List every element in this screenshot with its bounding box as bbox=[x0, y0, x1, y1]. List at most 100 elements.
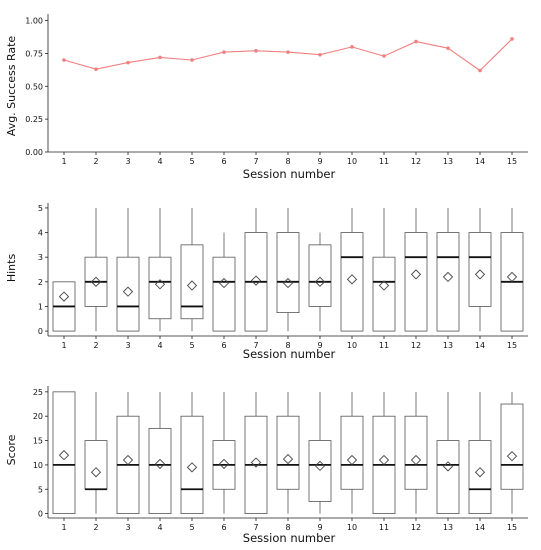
x-tick-label: 2 bbox=[93, 523, 98, 532]
mean-marker bbox=[378, 280, 390, 291]
x-tick-label: 8 bbox=[285, 157, 290, 166]
mean-marker bbox=[186, 280, 198, 291]
series-point bbox=[158, 55, 162, 60]
mean-marker bbox=[154, 279, 166, 290]
panel-success-rate: Session number Avg. Success Rate bbox=[5, 36, 335, 181]
panel-score: Session number Score bbox=[5, 434, 335, 545]
y-tick-label: 4 bbox=[38, 229, 43, 238]
mean-marker bbox=[346, 454, 358, 466]
mean-marker bbox=[186, 462, 198, 473]
mean-marker bbox=[58, 450, 70, 461]
box-7 bbox=[244, 391, 268, 515]
mean-marker bbox=[410, 454, 422, 466]
mean-marker bbox=[218, 458, 230, 470]
box-rect bbox=[276, 232, 300, 314]
mean-marker bbox=[90, 467, 102, 478]
x-tick-label: 14 bbox=[475, 341, 485, 350]
x-tick-label: 8 bbox=[285, 523, 290, 532]
series-point bbox=[350, 45, 354, 49]
x-tick-label: 12 bbox=[411, 341, 421, 350]
x-tick-label: 2 bbox=[93, 157, 98, 166]
x-tick-label: 5 bbox=[189, 523, 194, 532]
box-rect bbox=[404, 232, 428, 332]
box-rect bbox=[148, 427, 172, 515]
box-rect bbox=[436, 232, 460, 332]
x-tick-label: 15 bbox=[507, 523, 517, 532]
box-rect bbox=[468, 440, 492, 515]
y-tick-label: 0.75 bbox=[25, 49, 43, 58]
x-tick-label: 3 bbox=[125, 341, 130, 350]
panel-1-ylabel: Avg. Success Rate bbox=[5, 36, 18, 137]
y-tick-label: 5 bbox=[38, 204, 43, 213]
box-14 bbox=[468, 391, 492, 515]
y-tick-label: 0.00 bbox=[25, 148, 43, 157]
mean-marker bbox=[90, 276, 102, 287]
series-line bbox=[63, 38, 513, 72]
y-tick-label: 1.00 bbox=[25, 17, 43, 26]
series-point bbox=[446, 46, 450, 50]
x-tick-label: 4 bbox=[157, 523, 162, 532]
x-tick-label: 9 bbox=[317, 523, 322, 532]
y-tick-label: 0 bbox=[38, 327, 43, 336]
x-tick-label: 8 bbox=[285, 341, 290, 350]
x-tick-label: 11 bbox=[379, 157, 389, 166]
y-tick-label: 5 bbox=[38, 485, 43, 494]
box-6 bbox=[212, 232, 236, 332]
box-3 bbox=[116, 207, 140, 332]
box-3 bbox=[116, 391, 140, 515]
x-tick-label: 14 bbox=[475, 523, 485, 532]
y-tick-label: 25 bbox=[33, 388, 43, 397]
box-rect bbox=[372, 256, 396, 332]
box-rect bbox=[308, 440, 332, 502]
x-tick-label: 2 bbox=[93, 341, 98, 350]
box-15 bbox=[500, 391, 524, 514]
box-rect bbox=[148, 256, 172, 320]
box-13 bbox=[436, 391, 460, 515]
series-point bbox=[126, 60, 130, 65]
box-8 bbox=[276, 391, 300, 514]
x-tick-label: 12 bbox=[411, 523, 421, 532]
series-point bbox=[62, 58, 66, 62]
mean-marker bbox=[122, 454, 134, 466]
mean-marker bbox=[506, 271, 518, 283]
box-rect bbox=[116, 256, 140, 332]
box-11 bbox=[372, 391, 396, 515]
series-point bbox=[222, 50, 226, 54]
box-7 bbox=[244, 207, 268, 332]
x-tick-label: 11 bbox=[379, 523, 389, 532]
box-15 bbox=[500, 207, 524, 332]
y-tick-label: 1 bbox=[38, 302, 43, 311]
panel-2-ylabel: Hints bbox=[5, 254, 18, 283]
box-rect bbox=[180, 244, 204, 320]
panel-1-xlabel: Session number bbox=[243, 167, 336, 181]
x-tick-label: 10 bbox=[347, 157, 357, 166]
series-point bbox=[190, 58, 194, 62]
box-1 bbox=[52, 391, 76, 515]
series-point bbox=[94, 67, 98, 71]
mean-marker bbox=[122, 286, 134, 297]
box-rect bbox=[276, 415, 300, 490]
y-tick-label: 0 bbox=[38, 510, 43, 519]
x-tick-label: 13 bbox=[443, 523, 453, 532]
x-tick-label: 15 bbox=[507, 157, 517, 166]
y-tick-label: 3 bbox=[38, 253, 43, 262]
y-tick-label: 15 bbox=[33, 437, 43, 446]
box-9 bbox=[308, 232, 332, 332]
x-tick-label: 5 bbox=[189, 341, 194, 350]
box-5 bbox=[180, 391, 204, 515]
box-4 bbox=[148, 207, 172, 332]
x-tick-label: 9 bbox=[317, 157, 322, 166]
box-rect bbox=[340, 232, 364, 332]
mean-marker bbox=[378, 454, 390, 466]
series-point bbox=[382, 54, 386, 58]
y-tick-label: 0.50 bbox=[25, 82, 43, 91]
box-rect bbox=[340, 415, 364, 490]
x-tick-label: 4 bbox=[157, 157, 162, 166]
series-point bbox=[510, 37, 514, 41]
box-10 bbox=[340, 207, 364, 332]
box-rect bbox=[212, 256, 236, 332]
series-point bbox=[478, 68, 482, 73]
y-tick-label: 0.25 bbox=[25, 115, 43, 124]
x-tick-label: 6 bbox=[221, 341, 226, 350]
